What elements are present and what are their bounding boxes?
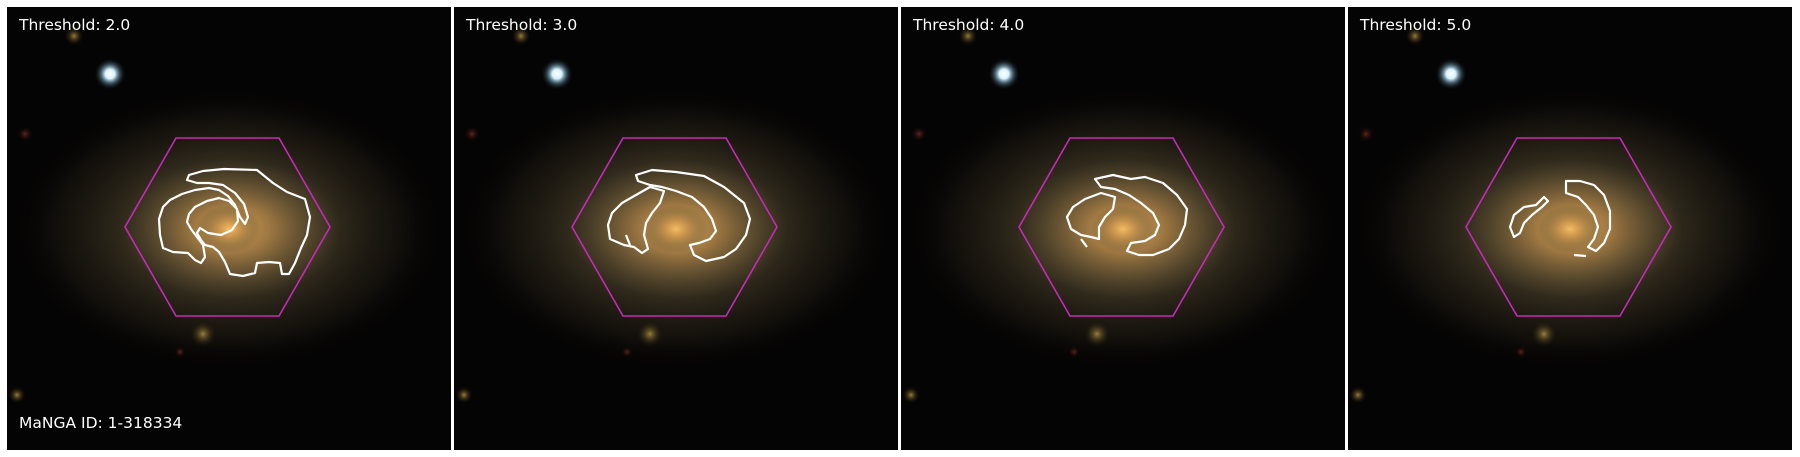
galaxy-image xyxy=(1348,7,1792,450)
contour-fragment xyxy=(1080,238,1088,248)
contour-fragment xyxy=(624,234,632,246)
contour-fragment xyxy=(1573,253,1587,258)
threshold-label: Threshold: 4.0 xyxy=(913,16,1025,34)
contour-outline xyxy=(1065,173,1189,257)
contour-outline xyxy=(157,167,312,278)
galaxy-light xyxy=(1348,7,1792,450)
panel-threshold-4: Threshold: 4.0 xyxy=(901,7,1345,450)
contour-outline xyxy=(606,168,752,263)
contour-outline xyxy=(1508,179,1612,253)
galaxy-light xyxy=(901,7,1345,450)
threshold-label: Threshold: 5.0 xyxy=(1360,16,1472,34)
galaxy-light xyxy=(7,7,451,450)
threshold-label: Threshold: 2.0 xyxy=(19,16,131,34)
galaxy-image xyxy=(7,7,451,450)
panel-threshold-3: Threshold: 3.0 xyxy=(454,7,898,450)
galaxy-image xyxy=(901,7,1345,450)
panel-threshold-5: Threshold: 5.0 xyxy=(1348,7,1792,450)
ifu-hexagon xyxy=(571,137,778,317)
galaxy-image xyxy=(454,7,898,450)
manga-id-label: MaNGA ID: 1-318334 xyxy=(19,414,183,432)
ifu-hexagon xyxy=(124,137,331,317)
panel-threshold-2: Threshold: 2.0 MaNGA ID: 1-318334 xyxy=(7,7,451,450)
ifu-hexagon xyxy=(1018,137,1225,317)
threshold-label: Threshold: 3.0 xyxy=(466,16,578,34)
ifu-hexagon xyxy=(1465,137,1672,317)
galaxy-light xyxy=(454,7,898,450)
